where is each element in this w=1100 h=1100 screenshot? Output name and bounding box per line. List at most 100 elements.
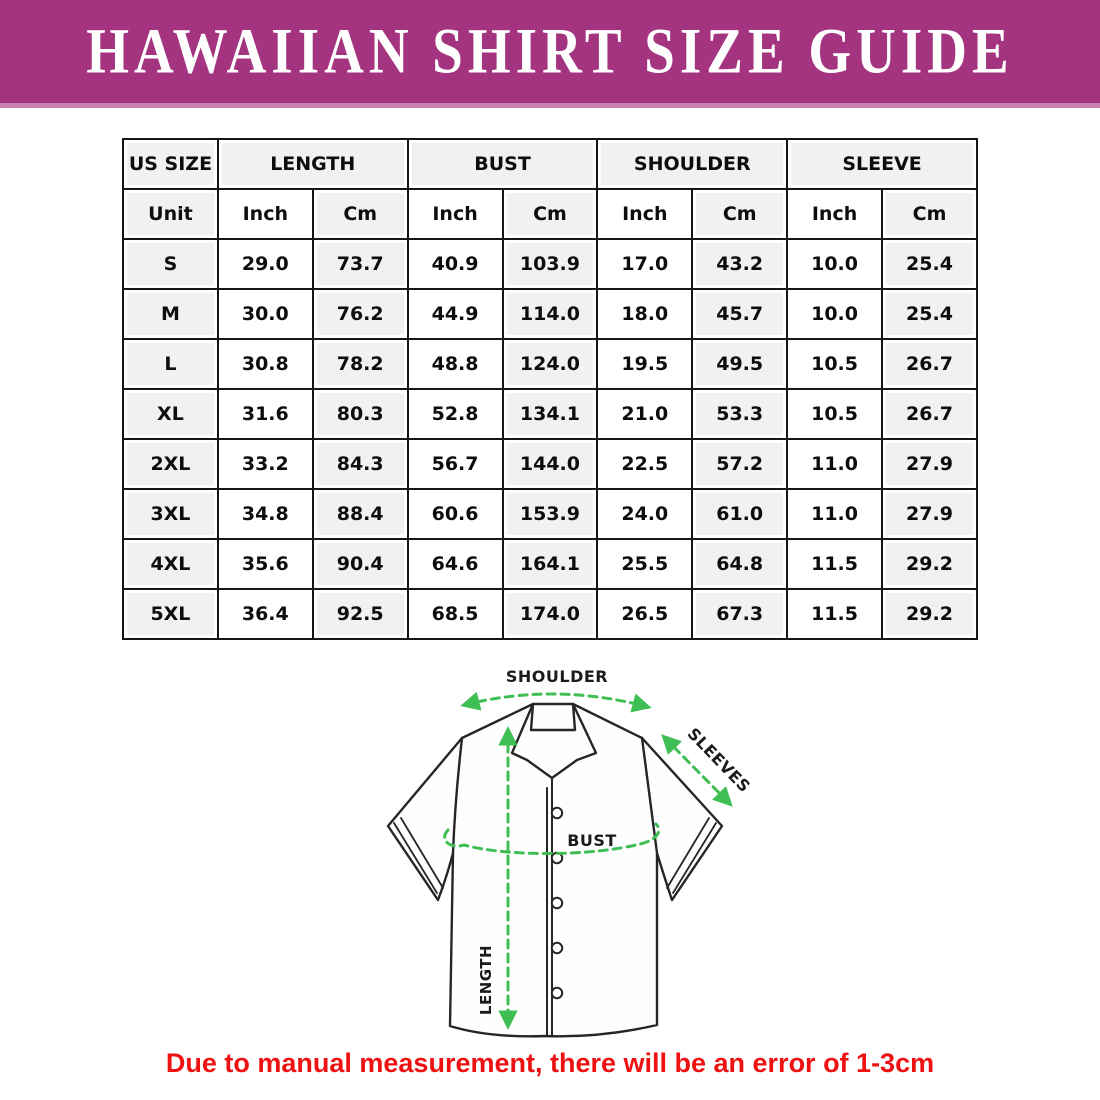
value-cell-text: 68.5 [411, 593, 499, 635]
value-cell: 26.7 [881, 388, 978, 440]
value-cell-text: 73.7 [316, 243, 404, 285]
value-cell-text: 29.2 [886, 593, 973, 635]
value-cell-text: 11.0 [791, 443, 878, 485]
size-label-cell-text: 5XL [127, 593, 214, 635]
value-cell: 29.2 [881, 588, 978, 640]
size-row-2xl: 2XL 33.2 84.3 56.7 144.0 22.5 57.2 11.0 27.9 [122, 438, 978, 490]
group-header-row: US SIZE LENGTH BUST SHOULDER SLEEVE [122, 138, 978, 190]
value-cell: 24.0 [596, 488, 694, 540]
value-cell: 10.0 [786, 238, 883, 290]
value-cell-text: 33.2 [221, 443, 309, 485]
value-cell: 33.2 [216, 438, 314, 490]
unit-cell-text: Inch [411, 193, 499, 235]
value-cell: 134.1 [501, 388, 599, 440]
value-cell: 17.0 [596, 238, 694, 290]
size-row-5xl: 5XL 36.4 92.5 68.5 174.0 26.5 67.3 11.5 29.2 [122, 588, 978, 640]
size-label-cell: 4XL [122, 538, 219, 590]
col-header-bust: BUST [406, 138, 599, 190]
unit-cell-text: Unit [127, 193, 214, 235]
sleeves-label: SLEEVES [684, 724, 755, 796]
value-cell: 124.0 [501, 338, 599, 390]
value-cell: 53.3 [691, 388, 789, 440]
size-row-4xl: 4XL 35.6 90.4 64.6 164.1 25.5 64.8 11.5 29.2 [122, 538, 978, 590]
value-cell-text: 26.5 [601, 593, 689, 635]
value-cell: 30.8 [216, 338, 314, 390]
value-cell-text: 10.5 [791, 393, 878, 435]
value-cell-text: 48.8 [411, 343, 499, 385]
size-row-m: M 30.0 76.2 44.9 114.0 18.0 45.7 10.0 25.4 [122, 288, 978, 340]
value-cell-text: 11.0 [791, 493, 878, 535]
page-title: HAWAIIAN SHIRT SIZE GUIDE [86, 14, 1014, 87]
value-cell: 11.5 [786, 588, 883, 640]
value-cell: 64.8 [691, 538, 789, 590]
value-cell-text: 30.8 [221, 343, 309, 385]
unit-cell: Cm [881, 188, 978, 240]
value-cell-text: 25.4 [886, 243, 973, 285]
size-row-l: L 30.8 78.2 48.8 124.0 19.5 49.5 10.5 26.7 [122, 338, 978, 390]
measure-arrows [443, 691, 733, 1030]
shirt-measurement-diagram: SHOULDER SLEEVES BUST LENGTH [386, 667, 755, 1038]
size-label-cell: S [122, 238, 219, 290]
value-cell: 25.4 [881, 238, 978, 290]
value-cell: 60.6 [406, 488, 504, 540]
value-cell-text: 43.2 [696, 243, 784, 285]
measurement-note: Due to manual measurement, there will be… [165, 1048, 935, 1078]
value-cell: 36.4 [216, 588, 314, 640]
value-cell: 80.3 [311, 388, 409, 440]
value-cell-text: 27.9 [886, 493, 973, 535]
value-cell: 64.6 [406, 538, 504, 590]
value-cell: 11.0 [786, 438, 883, 490]
value-cell-text: 40.9 [411, 243, 499, 285]
value-cell: 40.9 [406, 238, 504, 290]
value-cell: 11.0 [786, 488, 883, 540]
col-header-shoulder: SHOULDER [596, 138, 789, 190]
value-cell: 48.8 [406, 338, 504, 390]
value-cell: 76.2 [311, 288, 409, 340]
value-cell-text: 31.6 [221, 393, 309, 435]
value-cell: 67.3 [691, 588, 789, 640]
size-label-cell-text: 3XL [127, 493, 214, 535]
value-cell-text: 24.0 [601, 493, 689, 535]
value-cell-text: 78.2 [316, 343, 404, 385]
value-cell: 144.0 [501, 438, 599, 490]
value-cell-text: 84.3 [316, 443, 404, 485]
value-cell: 49.5 [691, 338, 789, 390]
value-cell: 19.5 [596, 338, 694, 390]
value-cell: 78.2 [311, 338, 409, 390]
size-label-cell: 5XL [122, 588, 219, 640]
shoulder-arrow [460, 691, 652, 713]
col-header-us-size: US SIZE [122, 138, 219, 190]
value-cell-text: 114.0 [506, 293, 594, 335]
size-label-cell-text: M [127, 293, 214, 335]
value-cell: 43.2 [691, 238, 789, 290]
header-banner: HAWAIIAN SHIRT SIZE GUIDE [0, 0, 1100, 108]
value-cell-text: 29.2 [886, 543, 973, 585]
unit-cell: Inch [596, 188, 694, 240]
value-cell-text: 18.0 [601, 293, 689, 335]
shoulder-label: SHOULDER [506, 667, 608, 686]
value-cell-text: 164.1 [506, 543, 594, 585]
unit-cell-text: Cm [506, 193, 594, 235]
value-cell: 11.5 [786, 538, 883, 590]
value-cell-text: 10.0 [791, 293, 878, 335]
value-cell-text: 153.9 [506, 493, 594, 535]
value-cell: 44.9 [406, 288, 504, 340]
value-cell-text: 25.4 [886, 293, 973, 335]
value-cell: 18.0 [596, 288, 694, 340]
unit-cell-text: Cm [316, 193, 404, 235]
size-table-head: US SIZE LENGTH BUST SHOULDER SLEEVE Unit Inch C… [122, 138, 978, 240]
col-header-us-size-text: US SIZE [127, 143, 214, 185]
value-cell-text: 52.8 [411, 393, 499, 435]
value-cell: 153.9 [501, 488, 599, 540]
value-cell-text: 64.8 [696, 543, 784, 585]
value-cell: 57.2 [691, 438, 789, 490]
value-cell-text: 49.5 [696, 343, 784, 385]
unit-cell: Inch [406, 188, 504, 240]
value-cell: 10.0 [786, 288, 883, 340]
unit-cell: Cm [501, 188, 599, 240]
value-cell-text: 67.3 [696, 593, 784, 635]
value-cell: 61.0 [691, 488, 789, 540]
size-label-cell: 2XL [122, 438, 219, 490]
size-label-cell-text: 2XL [127, 443, 214, 485]
value-cell: 30.0 [216, 288, 314, 340]
